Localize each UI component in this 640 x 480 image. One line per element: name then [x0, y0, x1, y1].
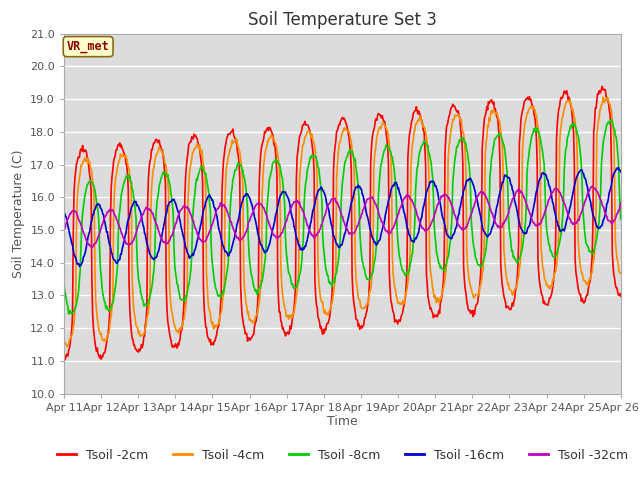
Tsoil -32cm	[428, 221, 435, 227]
X-axis label: Time: Time	[327, 415, 358, 429]
Tsoil -4cm	[214, 321, 222, 327]
Tsoil -8cm	[185, 282, 193, 288]
Tsoil -32cm	[617, 200, 625, 206]
Tsoil -32cm	[89, 244, 97, 250]
Line: Tsoil -8cm: Tsoil -8cm	[64, 120, 621, 314]
Tsoil -4cm	[599, 95, 607, 100]
Line: Tsoil -32cm: Tsoil -32cm	[64, 187, 621, 247]
Tsoil -4cm	[185, 183, 193, 189]
Legend: Tsoil -2cm, Tsoil -4cm, Tsoil -8cm, Tsoil -16cm, Tsoil -32cm: Tsoil -2cm, Tsoil -4cm, Tsoil -8cm, Tsoi…	[52, 444, 633, 467]
Tsoil -4cm	[617, 271, 625, 276]
Tsoil -4cm	[60, 338, 68, 344]
Tsoil -4cm	[411, 127, 419, 133]
Tsoil -8cm	[71, 306, 79, 312]
Tsoil -16cm	[185, 252, 193, 258]
Tsoil -32cm	[411, 205, 419, 211]
Tsoil -16cm	[70, 252, 78, 258]
Tsoil -4cm	[63, 344, 71, 349]
Tsoil -2cm	[411, 108, 419, 114]
Tsoil -8cm	[65, 311, 72, 317]
Tsoil -8cm	[60, 280, 68, 286]
Tsoil -8cm	[214, 293, 222, 299]
Tsoil -16cm	[614, 165, 622, 170]
Tsoil -2cm	[214, 324, 222, 330]
Tsoil -2cm	[598, 84, 606, 89]
Tsoil -2cm	[617, 293, 625, 299]
Tsoil -4cm	[128, 273, 136, 278]
Tsoil -2cm	[71, 176, 79, 182]
Tsoil -8cm	[617, 216, 625, 222]
Tsoil -16cm	[617, 169, 625, 175]
Tsoil -2cm	[128, 336, 136, 341]
Y-axis label: Soil Temperature (C): Soil Temperature (C)	[12, 149, 25, 278]
Tsoil -16cm	[428, 179, 435, 184]
Tsoil -2cm	[60, 355, 68, 361]
Tsoil -4cm	[428, 272, 435, 278]
Text: VR_met: VR_met	[67, 40, 109, 53]
Tsoil -16cm	[214, 222, 222, 228]
Tsoil -2cm	[428, 305, 435, 311]
Tsoil -32cm	[185, 206, 193, 212]
Tsoil -8cm	[428, 159, 435, 165]
Tsoil -32cm	[588, 184, 596, 190]
Line: Tsoil -4cm: Tsoil -4cm	[64, 97, 621, 347]
Tsoil -32cm	[70, 208, 78, 214]
Tsoil -16cm	[60, 209, 68, 215]
Tsoil -16cm	[128, 203, 136, 209]
Tsoil -8cm	[607, 117, 615, 122]
Tsoil -8cm	[411, 219, 419, 225]
Tsoil -32cm	[60, 228, 68, 233]
Tsoil -16cm	[411, 237, 419, 242]
Tsoil -16cm	[76, 264, 83, 269]
Tsoil -4cm	[71, 307, 79, 312]
Tsoil -32cm	[214, 206, 222, 212]
Title: Soil Temperature Set 3: Soil Temperature Set 3	[248, 11, 437, 29]
Tsoil -2cm	[185, 142, 193, 148]
Tsoil -8cm	[128, 186, 136, 192]
Tsoil -32cm	[128, 240, 136, 246]
Tsoil -2cm	[61, 357, 68, 363]
Line: Tsoil -16cm: Tsoil -16cm	[64, 168, 621, 266]
Line: Tsoil -2cm: Tsoil -2cm	[64, 86, 621, 360]
